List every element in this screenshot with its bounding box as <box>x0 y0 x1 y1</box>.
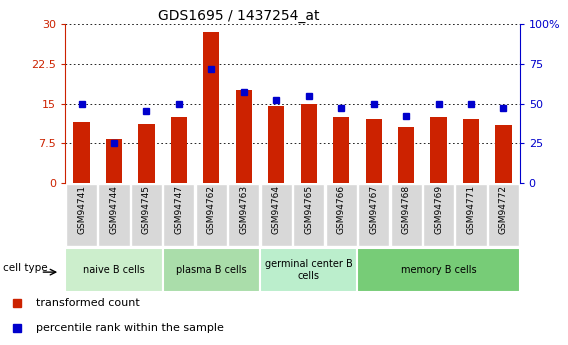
Bar <box>268 106 285 183</box>
Bar <box>293 184 324 246</box>
Bar <box>66 184 97 246</box>
Bar <box>325 184 357 246</box>
Text: GSM94771: GSM94771 <box>466 185 475 234</box>
Bar <box>366 119 382 183</box>
Bar <box>106 139 122 183</box>
Text: naive B cells: naive B cells <box>83 265 145 275</box>
Bar <box>236 90 252 183</box>
Text: GDS1695 / 1437254_at: GDS1695 / 1437254_at <box>158 9 319 23</box>
Bar <box>73 122 90 183</box>
Text: GSM94764: GSM94764 <box>272 185 281 234</box>
Bar <box>261 184 292 246</box>
Text: GSM94765: GSM94765 <box>304 185 313 234</box>
Bar <box>488 184 519 246</box>
Text: GSM94767: GSM94767 <box>369 185 378 234</box>
Bar <box>164 184 194 246</box>
Bar <box>196 184 227 246</box>
Text: GSM94745: GSM94745 <box>142 185 151 234</box>
Text: cell type: cell type <box>3 263 48 273</box>
Bar <box>463 119 479 183</box>
Bar <box>203 32 219 183</box>
Bar <box>431 117 446 183</box>
Bar <box>391 184 421 246</box>
Bar <box>495 125 512 183</box>
Text: GSM94763: GSM94763 <box>239 185 248 234</box>
Text: GSM94766: GSM94766 <box>337 185 346 234</box>
Bar <box>260 248 357 292</box>
Bar <box>456 184 487 246</box>
Bar <box>333 117 349 183</box>
Text: GSM94769: GSM94769 <box>434 185 443 234</box>
Bar <box>65 248 162 292</box>
Bar <box>358 184 389 246</box>
Text: plasma B cells: plasma B cells <box>176 265 247 275</box>
Bar <box>171 117 187 183</box>
Bar <box>139 124 154 183</box>
Text: transformed count: transformed count <box>36 298 140 308</box>
Bar <box>228 184 260 246</box>
Text: germinal center B
cells: germinal center B cells <box>265 259 353 281</box>
Bar <box>162 248 260 292</box>
Text: GSM94747: GSM94747 <box>174 185 183 234</box>
Bar <box>423 184 454 246</box>
Text: memory B cells: memory B cells <box>401 265 477 275</box>
Text: GSM94741: GSM94741 <box>77 185 86 234</box>
Bar <box>398 127 414 183</box>
Text: GSM94744: GSM94744 <box>110 185 119 234</box>
Bar <box>131 184 162 246</box>
Text: GSM94762: GSM94762 <box>207 185 216 234</box>
Text: percentile rank within the sample: percentile rank within the sample <box>36 323 224 333</box>
Text: GSM94772: GSM94772 <box>499 185 508 234</box>
Bar <box>98 184 130 246</box>
Bar <box>357 248 520 292</box>
Bar <box>300 104 317 183</box>
Text: GSM94768: GSM94768 <box>402 185 411 234</box>
